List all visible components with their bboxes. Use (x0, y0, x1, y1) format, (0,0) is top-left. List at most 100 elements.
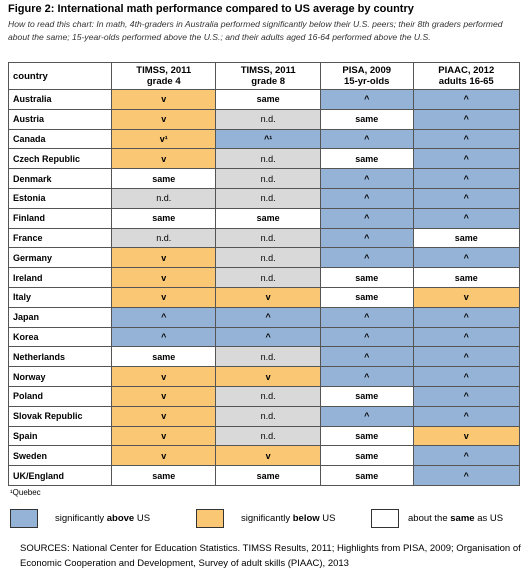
country-cell: Finland (8, 207, 112, 229)
result-cell: ^ (412, 346, 521, 368)
result-cell: same (319, 385, 414, 407)
text: US (134, 513, 151, 524)
result-cell: v¹ (110, 128, 217, 150)
text: same (450, 513, 475, 524)
result-cell: same (319, 425, 414, 447)
table-row: Denmark same n.d. ^ ^ (8, 168, 521, 189)
result-cell: n.d. (215, 247, 321, 269)
table-row: Korea ^ ^ ^ ^ (8, 326, 521, 348)
result-cell: v (412, 425, 521, 447)
result-cell: same (215, 465, 321, 486)
result-cell: n.d. (215, 108, 321, 130)
result-cell: ^ (215, 326, 321, 348)
result-cell: n.d. (110, 187, 217, 209)
result-cell: same (412, 227, 521, 249)
header-line: TIMSS, 2011 (136, 65, 192, 76)
result-cell: ^ (319, 187, 414, 209)
country-cell: Italy (8, 286, 112, 308)
text: significantly (241, 513, 293, 524)
result-cell: same (110, 168, 217, 189)
country-cell: Denmark (8, 168, 112, 189)
result-cell: same (319, 286, 414, 308)
country-cell: France (8, 227, 112, 249)
result-cell: same (319, 465, 414, 486)
result-cell: same (319, 108, 414, 130)
legend-swatch (371, 509, 399, 528)
result-cell: same (319, 267, 414, 288)
result-cell: n.d. (215, 425, 321, 447)
result-cell: ^ (319, 168, 414, 189)
result-cell: same (110, 346, 217, 368)
country-cell: Norway (8, 366, 112, 387)
country-cell: Australia (8, 89, 112, 110)
result-cell: v (110, 247, 217, 269)
table-row: Poland v n.d. same ^ (8, 385, 521, 407)
column-header: PIAAC, 2012 adults 16-65 (412, 62, 521, 90)
header-line: 15-yr-olds (344, 76, 390, 87)
legend-label: about the same as US (408, 513, 503, 524)
result-cell: ^ (412, 187, 521, 209)
column-header: TIMSS, 2011 grade 4 (110, 62, 217, 90)
table-row: Estonia n.d. n.d. ^ ^ (8, 187, 521, 209)
column-header: TIMSS, 2011 grade 8 (215, 62, 321, 90)
result-cell: n.d. (215, 227, 321, 249)
result-cell: ^¹ (215, 128, 321, 150)
result-cell: ^ (319, 207, 414, 229)
result-cell: v (412, 286, 521, 308)
result-cell: v (110, 366, 217, 387)
result-cell: ^ (412, 168, 521, 189)
header-row: country TIMSS, 2011 grade 4 TIMSS, 2011 grad… (8, 62, 521, 90)
result-cell: v (110, 425, 217, 447)
legend-swatch (10, 509, 38, 528)
result-cell: ^ (319, 306, 414, 328)
result-cell: same (215, 207, 321, 229)
country-cell: Netherlands (8, 346, 112, 368)
table-row: Ireland v n.d. same same (8, 267, 521, 288)
table-row: Sweden v v same ^ (8, 445, 521, 467)
header-line: grade 4 (146, 76, 181, 87)
table-row: Netherlands same n.d. ^ ^ (8, 346, 521, 368)
header-line: TIMSS, 2011 (240, 65, 296, 76)
result-cell: ^ (412, 445, 521, 467)
result-cell: ^ (319, 405, 414, 427)
result-cell: ^ (319, 227, 414, 249)
result-cell: ^ (319, 247, 414, 269)
result-cell: ^ (412, 385, 521, 407)
result-cell: ^ (319, 366, 414, 387)
header-line: PIAAC, 2012 (438, 65, 495, 76)
text: significantly (55, 513, 107, 524)
result-cell: ^ (412, 128, 521, 150)
result-cell: ^ (412, 326, 521, 348)
table-row: Finland same same ^ ^ (8, 207, 521, 229)
result-cell: same (412, 267, 521, 288)
legend-swatch (196, 509, 224, 528)
footnote: ¹Quebec (10, 488, 41, 497)
result-cell: same (319, 445, 414, 467)
country-cell: Czech Republic (8, 148, 112, 170)
result-cell: ^ (319, 346, 414, 368)
legend-item: significantly above US (10, 509, 180, 529)
table-row: France n.d. n.d. ^ same (8, 227, 521, 249)
result-cell: ^ (412, 247, 521, 269)
table-row: Czech Republic v n.d. same ^ (8, 148, 521, 170)
result-cell: v (110, 89, 217, 110)
result-cell: same (110, 465, 217, 486)
sources: SOURCES: National Center for Education S… (20, 543, 521, 569)
result-cell: n.d. (215, 187, 321, 209)
header-line: PISA, 2009 (342, 65, 392, 76)
country-cell: Canada (8, 128, 112, 150)
country-cell: Ireland (8, 267, 112, 288)
table-row: UK/England same same same ^ (8, 465, 521, 486)
column-header: PISA, 2009 15-yr-olds (319, 62, 414, 90)
result-cell: ^ (412, 405, 521, 427)
table-row: Canada v¹ ^¹ ^ ^ (8, 128, 521, 150)
country-cell: Germany (8, 247, 112, 269)
country-cell: Japan (8, 306, 112, 328)
result-cell: same (319, 148, 414, 170)
result-cell: v (110, 108, 217, 130)
result-cell: n.d. (215, 385, 321, 407)
subtitle: How to read this chart: In math, 4th-gra… (8, 19, 503, 42)
result-cell: v (110, 148, 217, 170)
table-row: Slovak Republic v n.d. ^ ^ (8, 405, 521, 427)
result-cell: v (215, 366, 321, 387)
